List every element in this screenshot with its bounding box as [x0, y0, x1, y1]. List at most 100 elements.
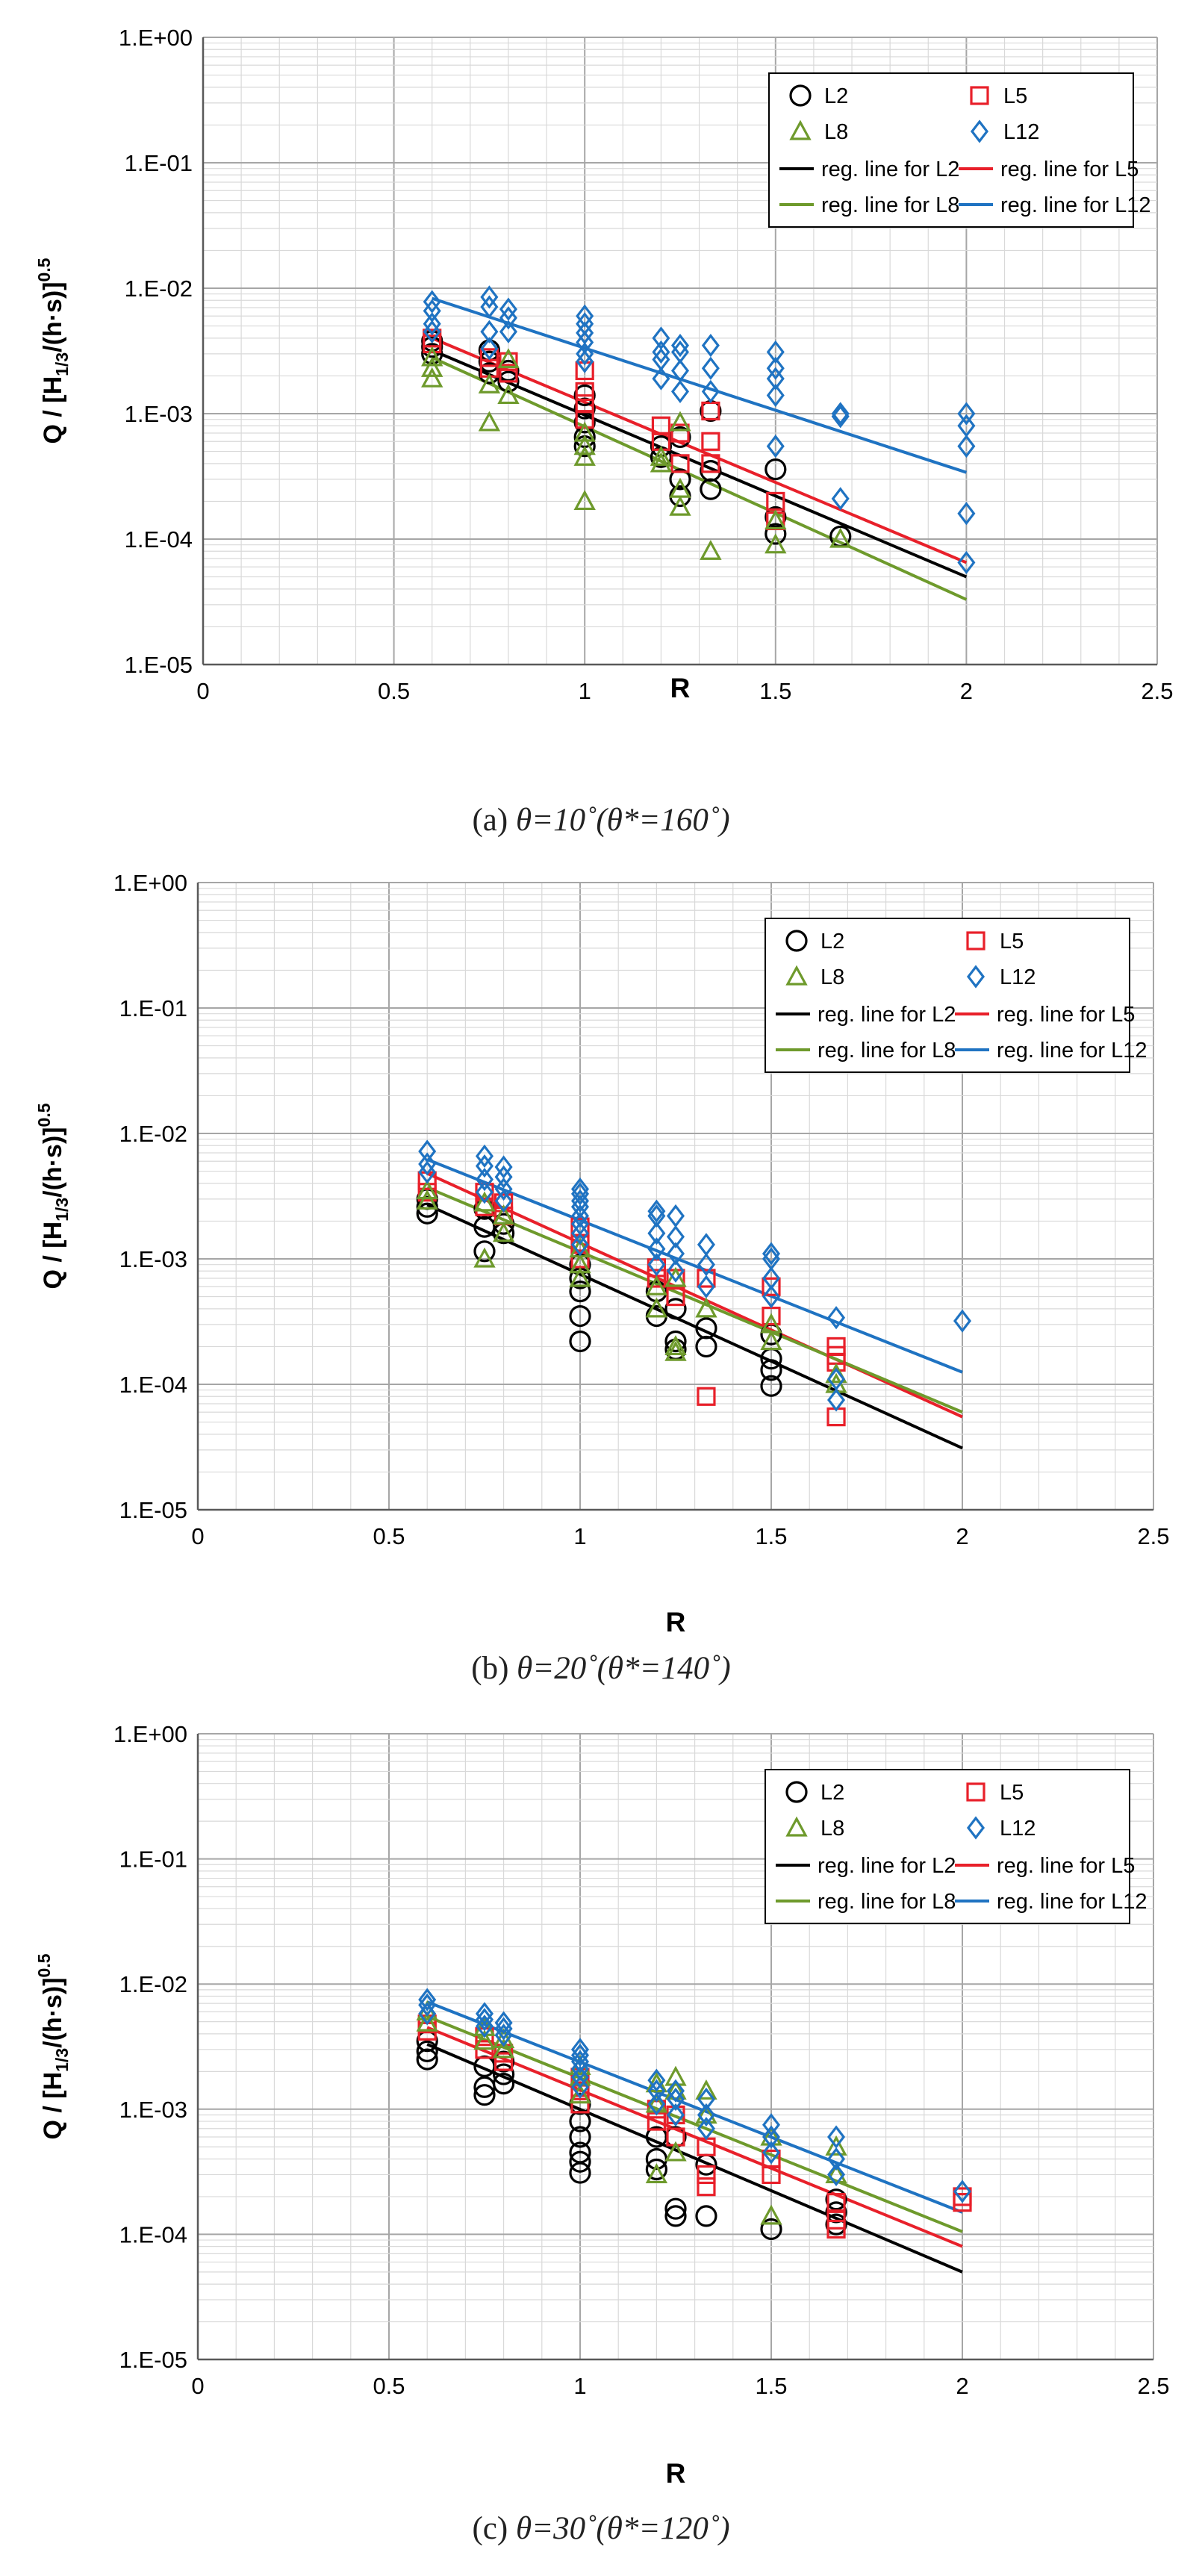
- data-point-l8: [669, 411, 691, 432]
- data-point-l12: [494, 1177, 513, 1201]
- regression-line-l8: [431, 356, 968, 601]
- data-point-l5: [697, 1269, 716, 1288]
- y-tick-label: 1.E-05: [119, 2347, 187, 2373]
- y-tick-label: 1.E-04: [119, 1372, 187, 1398]
- data-point-l8: [473, 2029, 496, 2050]
- data-point-l8: [497, 348, 520, 369]
- data-point-l12: [827, 1306, 846, 1330]
- data-point-l2: [569, 1281, 591, 1303]
- data-point-l8: [478, 411, 501, 432]
- legend-label-reg-l8: reg. line for L8: [821, 193, 959, 217]
- legend-label-reg-l12: reg. line for L12: [1000, 193, 1151, 217]
- data-point-l12: [499, 320, 517, 343]
- y-tick-label: 1.E-02: [119, 1971, 187, 1997]
- data-point-l12: [666, 2079, 685, 2103]
- data-point-l8: [421, 356, 443, 377]
- data-point-l2: [497, 370, 520, 393]
- data-point-l12: [418, 1988, 437, 2012]
- legend-marker-l5: [970, 86, 989, 105]
- data-point-l2: [664, 2126, 687, 2148]
- data-point-l5: [697, 2177, 716, 2197]
- data-point-l2: [569, 2162, 591, 2184]
- data-point-l2: [669, 468, 691, 491]
- data-point-l8: [664, 1340, 687, 1361]
- data-point-l12: [697, 1275, 715, 1298]
- data-point-l12: [475, 1154, 494, 1178]
- regression-line-l12: [426, 1158, 963, 1374]
- data-point-l8: [473, 1191, 496, 1212]
- data-point-l12: [480, 320, 499, 343]
- data-point-l5: [670, 454, 690, 473]
- y-tick-label: 1.E-03: [125, 401, 193, 427]
- data-point-l8: [829, 527, 852, 548]
- data-point-l12: [827, 1388, 846, 1412]
- data-point-l12: [499, 297, 517, 321]
- data-point-l12: [570, 2050, 590, 2073]
- data-point-l12: [475, 2008, 494, 2032]
- legend-label-reg-l12: reg. line for L12: [997, 1890, 1147, 1914]
- data-point-l5: [697, 1387, 716, 1406]
- data-point-l5: [762, 1277, 781, 1296]
- x-tick-label: 1: [579, 678, 591, 704]
- data-point-l2: [473, 1240, 496, 1263]
- data-point-l8: [760, 1330, 782, 1351]
- data-point-l12: [647, 1222, 666, 1245]
- regression-line-l5: [431, 337, 968, 564]
- x-tick-label: 0: [196, 678, 209, 704]
- legend-marker-l8: [789, 119, 812, 140]
- data-point-l12: [831, 405, 850, 429]
- regression-line-l8: [426, 2015, 963, 2233]
- data-point-l5: [666, 1287, 685, 1307]
- y-tick-label: 1.E-05: [125, 652, 193, 678]
- data-point-l2: [416, 1202, 438, 1225]
- data-point-l12: [766, 367, 785, 391]
- data-point-l5: [701, 432, 720, 451]
- data-point-l8: [760, 2204, 782, 2225]
- data-point-l12: [570, 2043, 590, 2068]
- legend-label-reg-l5: reg. line for L5: [1000, 158, 1139, 181]
- data-point-l12: [475, 1144, 494, 1168]
- data-point-l12: [475, 1180, 494, 1204]
- y-tick-label: 1.E+00: [119, 25, 193, 51]
- chart-caption: (a) θ=10˚(θ*=160˚): [472, 803, 729, 838]
- data-point-l2: [492, 2063, 515, 2085]
- data-point-l8: [421, 346, 443, 367]
- y-tick-label: 1.E-02: [125, 276, 193, 302]
- legend-label-l8: L8: [824, 120, 848, 144]
- data-point-l2: [765, 523, 787, 545]
- data-point-l12: [418, 1152, 437, 1176]
- data-point-l12: [647, 1237, 666, 1261]
- data-point-l12: [570, 1233, 590, 1257]
- legend-box: [768, 72, 1134, 228]
- data-point-l8: [645, 2163, 668, 2184]
- data-point-l5: [570, 2081, 590, 2100]
- data-point-l5: [953, 2193, 972, 2212]
- data-point-l12: [418, 1993, 437, 2017]
- legend-box: [765, 1769, 1130, 1924]
- data-point-l5: [575, 382, 594, 402]
- data-point-l12: [697, 2103, 715, 2127]
- legend-label-l2: L2: [820, 1781, 844, 1805]
- data-point-l12: [494, 1165, 513, 1189]
- data-point-l5: [499, 352, 518, 371]
- data-point-l12: [766, 383, 785, 408]
- y-tick-label: 1.E-03: [119, 1246, 187, 1272]
- data-point-l8: [573, 445, 596, 466]
- x-tick-label: 0.5: [378, 678, 410, 704]
- regression-line-l12: [432, 296, 968, 474]
- data-point-l12: [701, 333, 720, 358]
- data-point-l12: [647, 2092, 666, 2116]
- caption-main: θ=20˚(θ*=140˚): [517, 1651, 731, 1686]
- caption-prefix: (c): [472, 2511, 515, 2546]
- data-point-l12: [953, 1309, 972, 1333]
- data-point-l8: [664, 2079, 687, 2100]
- data-point-l12: [762, 1242, 781, 1266]
- regression-line-l5: [426, 2026, 963, 2248]
- data-point-l5: [697, 2165, 716, 2185]
- y-tick-label: 1.E-04: [125, 526, 193, 553]
- y-tick-label: 1.E-04: [119, 2221, 187, 2247]
- data-point-l8: [492, 1222, 515, 1242]
- data-point-l12: [475, 1167, 494, 1192]
- legend-label-l8: L8: [820, 1817, 844, 1841]
